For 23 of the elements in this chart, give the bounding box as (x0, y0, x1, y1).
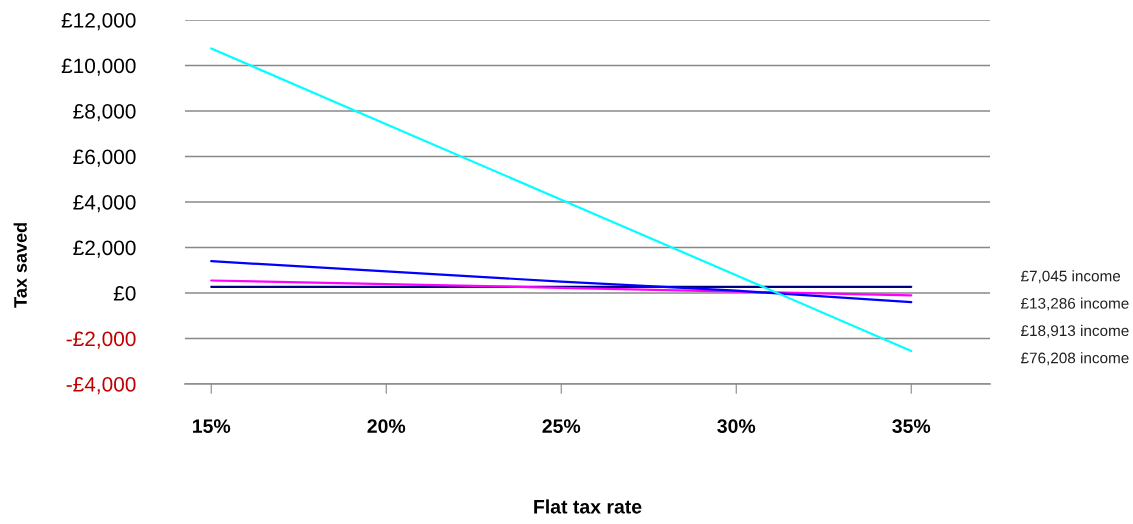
x-tick-label: 25% (542, 419, 581, 433)
line-series (210, 260, 913, 304)
y-tick-label: £2,000 (73, 240, 136, 258)
x-axis-title: Flat tax rate (534, 499, 642, 514)
x-tick-label: 35% (892, 419, 931, 434)
line-series (210, 279, 913, 297)
y-tick-label: £6,000 (73, 149, 136, 167)
text: £18,913 income (1020, 324, 1129, 338)
y-tick-label: £10,000 (61, 58, 136, 76)
y-tick-label: £0 (113, 286, 136, 301)
x-tick-label: 15% (193, 419, 231, 433)
y-tick-label: £12,000 (61, 13, 136, 31)
y-axis-title: Tax saved (13, 223, 27, 308)
x-tick-label: 20% (367, 419, 406, 433)
y-tick-label: -£2,000 (66, 331, 136, 349)
text: £13,286 income (1020, 297, 1129, 311)
y-tick-label: £4,000 (73, 195, 136, 213)
x-tick-label: 30% (717, 419, 756, 434)
y-tick-label: £8,000 (73, 104, 136, 122)
text: £7,045 income (1020, 270, 1121, 284)
text: £76,208 income (1020, 352, 1129, 366)
y-tick-label: -£4,000 (66, 377, 136, 395)
line-series (210, 47, 913, 353)
